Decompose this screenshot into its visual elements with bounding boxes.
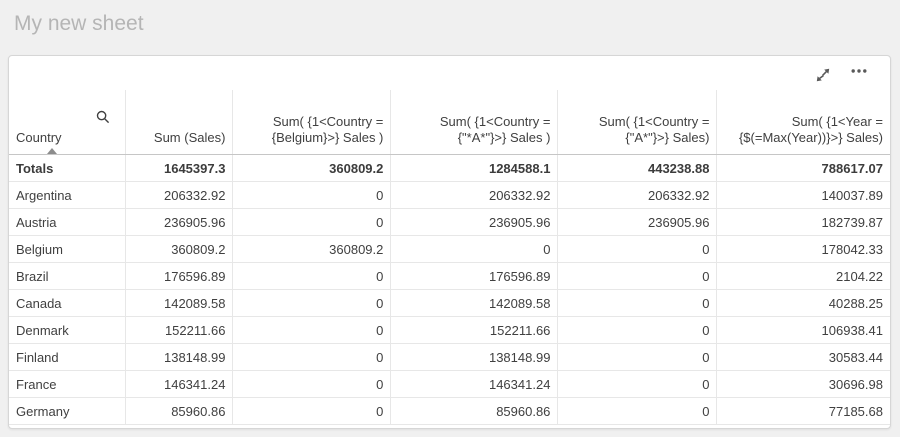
- table-toolbar: [9, 56, 890, 90]
- value-cell: 85960.86: [390, 397, 558, 425]
- value-cell: 236905.96: [390, 208, 558, 236]
- totals-label: Totals: [9, 154, 126, 182]
- value-cell: 360809.2: [125, 235, 233, 263]
- value-cell: 0: [232, 370, 391, 398]
- sort-ascending-icon: [47, 148, 57, 154]
- value-cell: 146341.24: [125, 370, 233, 398]
- table-row: Canada 142089.58 0 142089.58 0 40288.25: [9, 289, 890, 317]
- country-cell[interactable]: Denmark: [9, 316, 126, 344]
- value-cell: 0: [557, 235, 717, 263]
- column-header-sum-max-year-sales[interactable]: Sum( {1<Year = {$(=Max(Year))}>} Sales): [716, 90, 890, 155]
- value-cell: 85960.86: [125, 397, 233, 425]
- value-cell: 0: [232, 262, 391, 290]
- value-cell: 152211.66: [125, 316, 233, 344]
- value-cell: 30696.98: [716, 370, 890, 398]
- column-header-label: Sum( {1<Country = {"A*"}>} Sales): [598, 114, 710, 145]
- column-header-label: Country: [16, 130, 62, 145]
- country-cell[interactable]: Brazil: [9, 262, 126, 290]
- column-header-sum-belgium-sales[interactable]: Sum( {1<Country = {Belgium}>} Sales ): [232, 90, 391, 155]
- value-cell: 236905.96: [557, 208, 717, 236]
- country-cell[interactable]: Canada: [9, 289, 126, 317]
- totals-value-cell: 360809.2: [232, 154, 391, 182]
- value-cell: 206332.92: [125, 181, 233, 209]
- value-cell: 236905.96: [125, 208, 233, 236]
- value-cell: 142089.58: [125, 289, 233, 317]
- country-cell[interactable]: Argentina: [9, 181, 126, 209]
- value-cell: 206332.92: [557, 181, 717, 209]
- table-row: Germany 85960.86 0 85960.86 0 77185.68: [9, 397, 890, 425]
- column-header-label: Sum (Sales): [153, 130, 226, 145]
- value-cell: 178042.33: [716, 235, 890, 263]
- value-cell: 140037.89: [716, 181, 890, 209]
- value-cell: 152211.66: [390, 316, 558, 344]
- column-header-label: Sum( {1<Country = {Belgium}>} Sales ): [271, 114, 384, 145]
- value-cell: 206332.92: [390, 181, 558, 209]
- value-cell: 0: [232, 289, 391, 317]
- column-header-sum-sales[interactable]: Sum (Sales): [125, 90, 233, 155]
- value-cell: 142089.58: [390, 289, 558, 317]
- value-cell: 77185.68: [716, 397, 890, 425]
- search-icon[interactable]: [96, 110, 110, 124]
- country-cell[interactable]: France: [9, 370, 126, 398]
- totals-value-cell: 443238.88: [557, 154, 717, 182]
- value-cell: 182739.87: [716, 208, 890, 236]
- column-header-sum-star-a-star-sales[interactable]: Sum( {1<Country = {"*A*"}>} Sales ): [390, 90, 558, 155]
- straight-table-card: Country Sum (Sales) Sum( {1<Country = {Bel…: [8, 55, 891, 429]
- table-row: Belgium 360809.2 360809.2 0 0 178042.33: [9, 235, 890, 263]
- totals-value-cell: 1645397.3: [125, 154, 233, 182]
- value-cell: 0: [232, 397, 391, 425]
- value-cell: 0: [232, 208, 391, 236]
- column-header-label: Sum( {1<Country = {"*A*"}>} Sales ): [439, 114, 551, 145]
- country-cell[interactable]: Belgium: [9, 235, 126, 263]
- value-cell: 40288.25: [716, 289, 890, 317]
- value-cell: 176596.89: [125, 262, 233, 290]
- value-cell: 0: [557, 289, 717, 317]
- value-cell: 0: [390, 235, 558, 263]
- sheet-title: My new sheet: [14, 12, 144, 35]
- value-cell: 176596.89: [390, 262, 558, 290]
- value-cell: 138148.99: [390, 343, 558, 371]
- straight-table: Country Sum (Sales) Sum( {1<Country = {Bel…: [9, 90, 890, 425]
- totals-value-cell: 1284588.1: [390, 154, 558, 182]
- table-row: France 146341.24 0 146341.24 0 30696.98: [9, 370, 890, 398]
- value-cell: 0: [557, 397, 717, 425]
- value-cell: 0: [557, 316, 717, 344]
- country-cell[interactable]: Austria: [9, 208, 126, 236]
- value-cell: 146341.24: [390, 370, 558, 398]
- value-cell: 0: [557, 370, 717, 398]
- column-header-sum-a-star-sales[interactable]: Sum( {1<Country = {"A*"}>} Sales): [557, 90, 717, 155]
- value-cell: 30583.44: [716, 343, 890, 371]
- column-header-label: Sum( {1<Year = {$(=Max(Year))}>} Sales): [738, 114, 883, 145]
- country-cell[interactable]: Finland: [9, 343, 126, 371]
- table-header-row: Country Sum (Sales) Sum( {1<Country = {Bel…: [9, 90, 890, 155]
- totals-row: Totals 1645397.3 360809.2 1284588.1 443238.8…: [9, 154, 890, 182]
- table-row: Denmark 152211.66 0 152211.66 0 106938.41: [9, 316, 890, 344]
- value-cell: 0: [557, 343, 717, 371]
- table-row: Finland 138148.99 0 138148.99 0 30583.44: [9, 343, 890, 371]
- value-cell: 0: [232, 343, 391, 371]
- country-cell[interactable]: Germany: [9, 397, 126, 425]
- value-cell: 0: [232, 316, 391, 344]
- value-cell: 138148.99: [125, 343, 233, 371]
- table-row: Brazil 176596.89 0 176596.89 0 2104.22: [9, 262, 890, 290]
- table-row: Argentina 206332.92 0 206332.92 206332.92 140…: [9, 181, 890, 209]
- table-row: Austria 236905.96 0 236905.96 236905.96 18273…: [9, 208, 890, 236]
- value-cell: 2104.22: [716, 262, 890, 290]
- more-menu-icon[interactable]: [850, 66, 868, 84]
- fullscreen-icon[interactable]: [814, 66, 832, 84]
- totals-value-cell: 788617.07: [716, 154, 890, 182]
- value-cell: 0: [557, 262, 717, 290]
- value-cell: 360809.2: [232, 235, 391, 263]
- column-header-country[interactable]: Country: [9, 90, 126, 155]
- value-cell: 0: [232, 181, 391, 209]
- value-cell: 106938.41: [716, 316, 890, 344]
